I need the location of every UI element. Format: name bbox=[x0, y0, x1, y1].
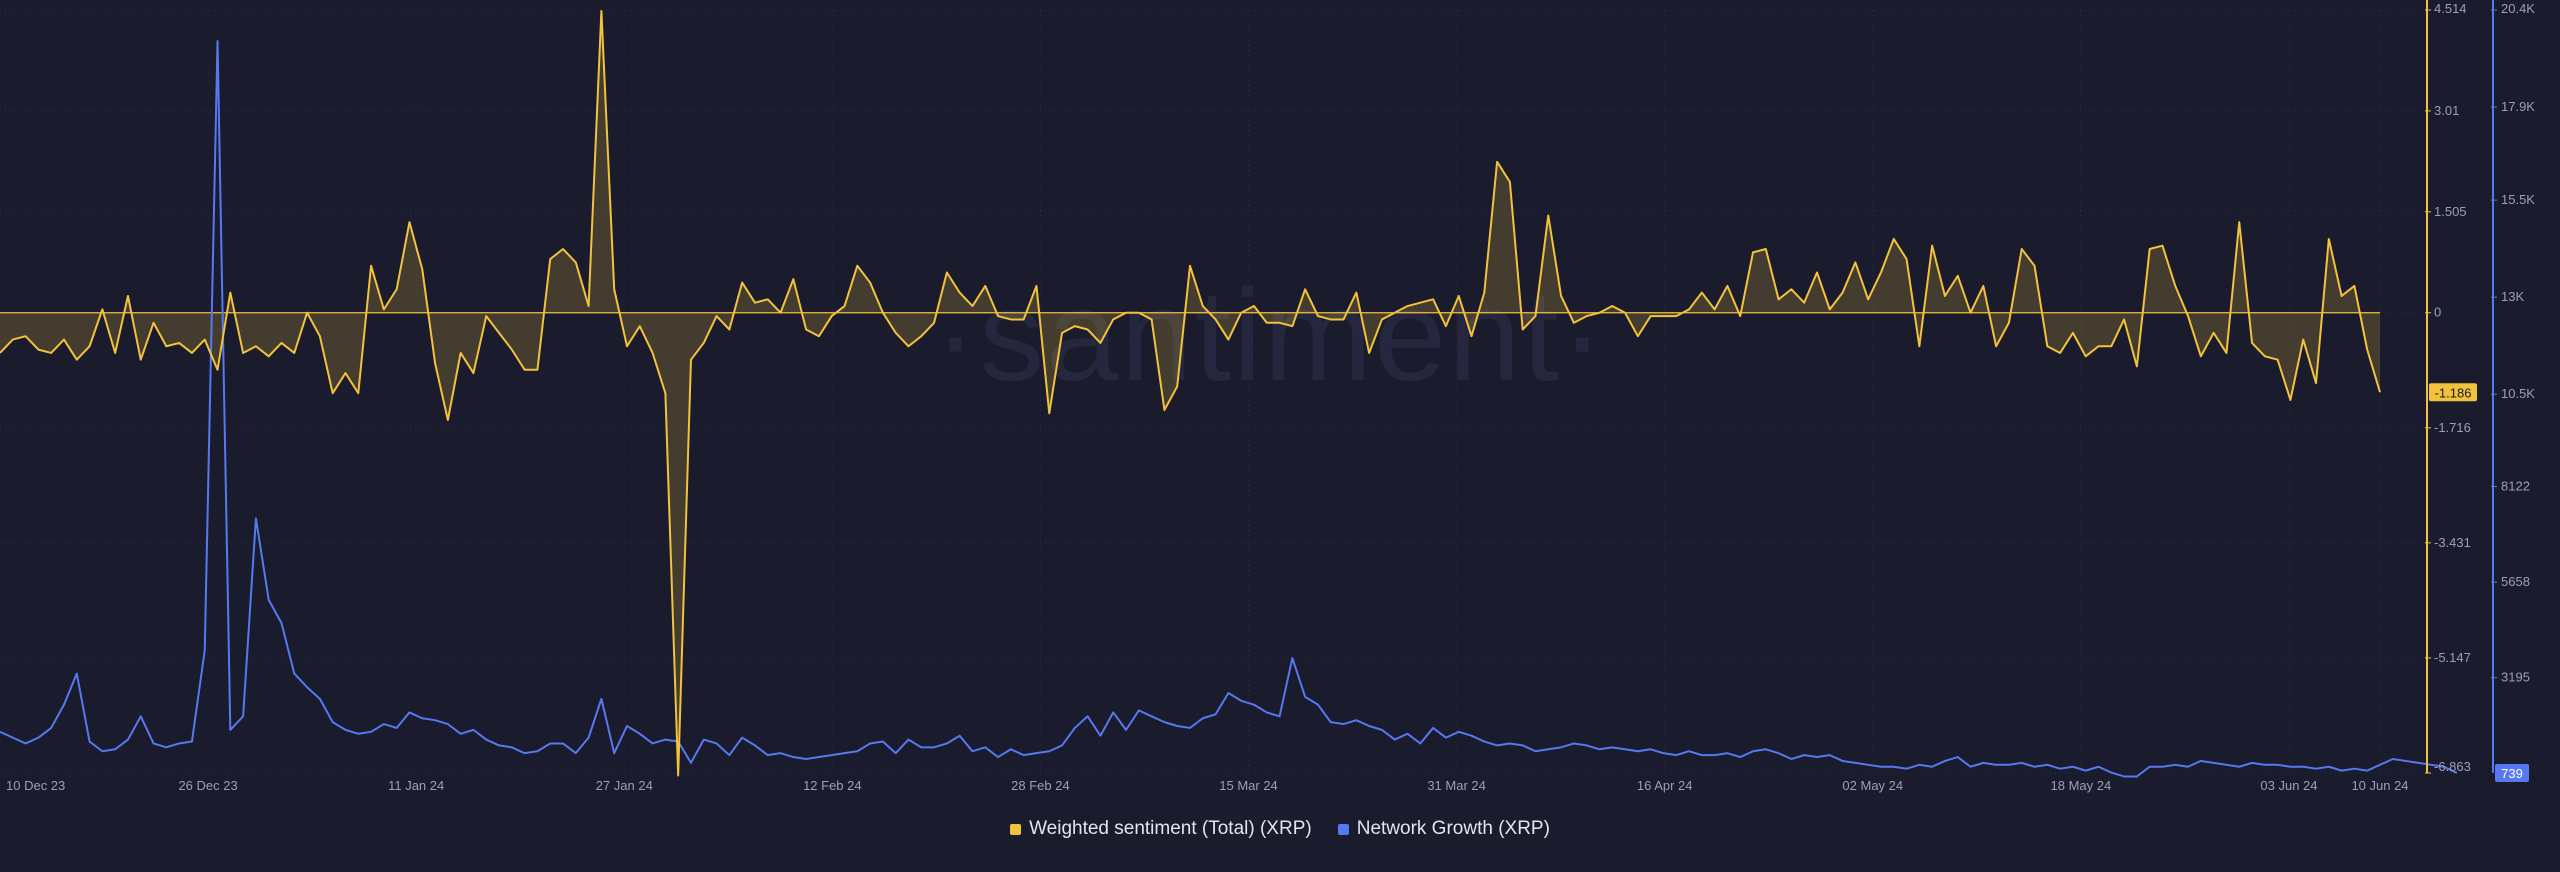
right-axis-tick-label: 17.9K bbox=[2501, 99, 2535, 114]
legend-swatch-network-growth bbox=[1337, 823, 1349, 835]
sentiment-current-badge bbox=[2429, 383, 2477, 402]
sentiment-area bbox=[0, 10, 2380, 776]
left-axis-tick-label: 1.505 bbox=[2434, 204, 2467, 219]
left-axis-tick-label: -1.716 bbox=[2434, 420, 2471, 435]
legend-swatch-sentiment bbox=[1010, 823, 1022, 835]
left-axis-tick-label: 0 bbox=[2434, 305, 2441, 320]
sentiment-current-value: -1.186 bbox=[2435, 385, 2472, 400]
series-lines bbox=[0, 9, 2458, 778]
right-axis-tick-label: 20.4K bbox=[2501, 1, 2535, 16]
legend-item-sentiment[interactable]: Weighted sentiment (Total) (XRP) bbox=[1010, 818, 1312, 840]
x-axis-tick-label: 28 Feb 24 bbox=[1011, 778, 1070, 793]
right-axis-tick-label: 15.5K bbox=[2501, 192, 2535, 207]
x-axis-tick-label: 10 Jun 24 bbox=[2351, 778, 2408, 793]
x-axis-tick-label: 16 Apr 24 bbox=[1637, 778, 1693, 793]
x-axis-tick-label: 15 Mar 24 bbox=[1219, 778, 1278, 793]
right-axis-tick-label: 5658 bbox=[2501, 574, 2530, 589]
sentiment-line bbox=[0, 9, 2381, 777]
right-axis-tick-label: 13K bbox=[2501, 289, 2524, 304]
network-growth-current-badge bbox=[2495, 764, 2529, 782]
x-axis-tick-label: 12 Feb 24 bbox=[803, 778, 862, 793]
left-axis-tick-label: 4.514 bbox=[2434, 1, 2467, 16]
x-axis-tick-label: 03 Jun 24 bbox=[2260, 778, 2317, 793]
left-axis-tick-label: -3.431 bbox=[2434, 535, 2471, 550]
network-growth-current-value: 739 bbox=[2501, 766, 2523, 781]
legend-label-sentiment: Weighted sentiment (Total) (XRP) bbox=[1029, 818, 1312, 839]
x-axis-tick-label: 27 Jan 24 bbox=[596, 778, 653, 793]
network-growth-line bbox=[0, 40, 2458, 778]
right-axis-tick-label: 3195 bbox=[2501, 670, 2530, 685]
right-axis-tick-label: 8122 bbox=[2501, 478, 2530, 493]
right-axis-tick-label: 10.5K bbox=[2501, 386, 2535, 401]
legend-item-network-growth[interactable]: Network Growth (XRP) bbox=[1337, 818, 1550, 840]
legend-label-network-growth: Network Growth (XRP) bbox=[1356, 818, 1550, 839]
left-axis-tick-label: 3.01 bbox=[2434, 103, 2459, 118]
x-axis-tick-label: 26 Dec 23 bbox=[178, 778, 237, 793]
axes: 4.514 3.01 1.505 0 -1.716 -3.431 -5.147 -6.863 2… bbox=[6, 0, 2535, 793]
legend: Weighted sentiment (Total) (XRP) Network… bbox=[0, 818, 2560, 840]
x-axis-tick-label: 18 May 24 bbox=[2051, 778, 2112, 793]
left-axis-tick-label: -5.147 bbox=[2434, 650, 2471, 665]
x-axis-tick-label: 31 Mar 24 bbox=[1427, 778, 1486, 793]
x-axis-tick-label: 11 Jan 24 bbox=[388, 778, 444, 793]
x-axis-tick-label: 10 Dec 23 bbox=[6, 778, 65, 793]
grid-lines bbox=[0, 9, 2427, 774]
left-axis-tick-label: -6.863 bbox=[2434, 759, 2471, 774]
sentiment-area-fill bbox=[0, 10, 2380, 776]
x-axis-tick-label: 02 May 24 bbox=[1842, 778, 1903, 793]
